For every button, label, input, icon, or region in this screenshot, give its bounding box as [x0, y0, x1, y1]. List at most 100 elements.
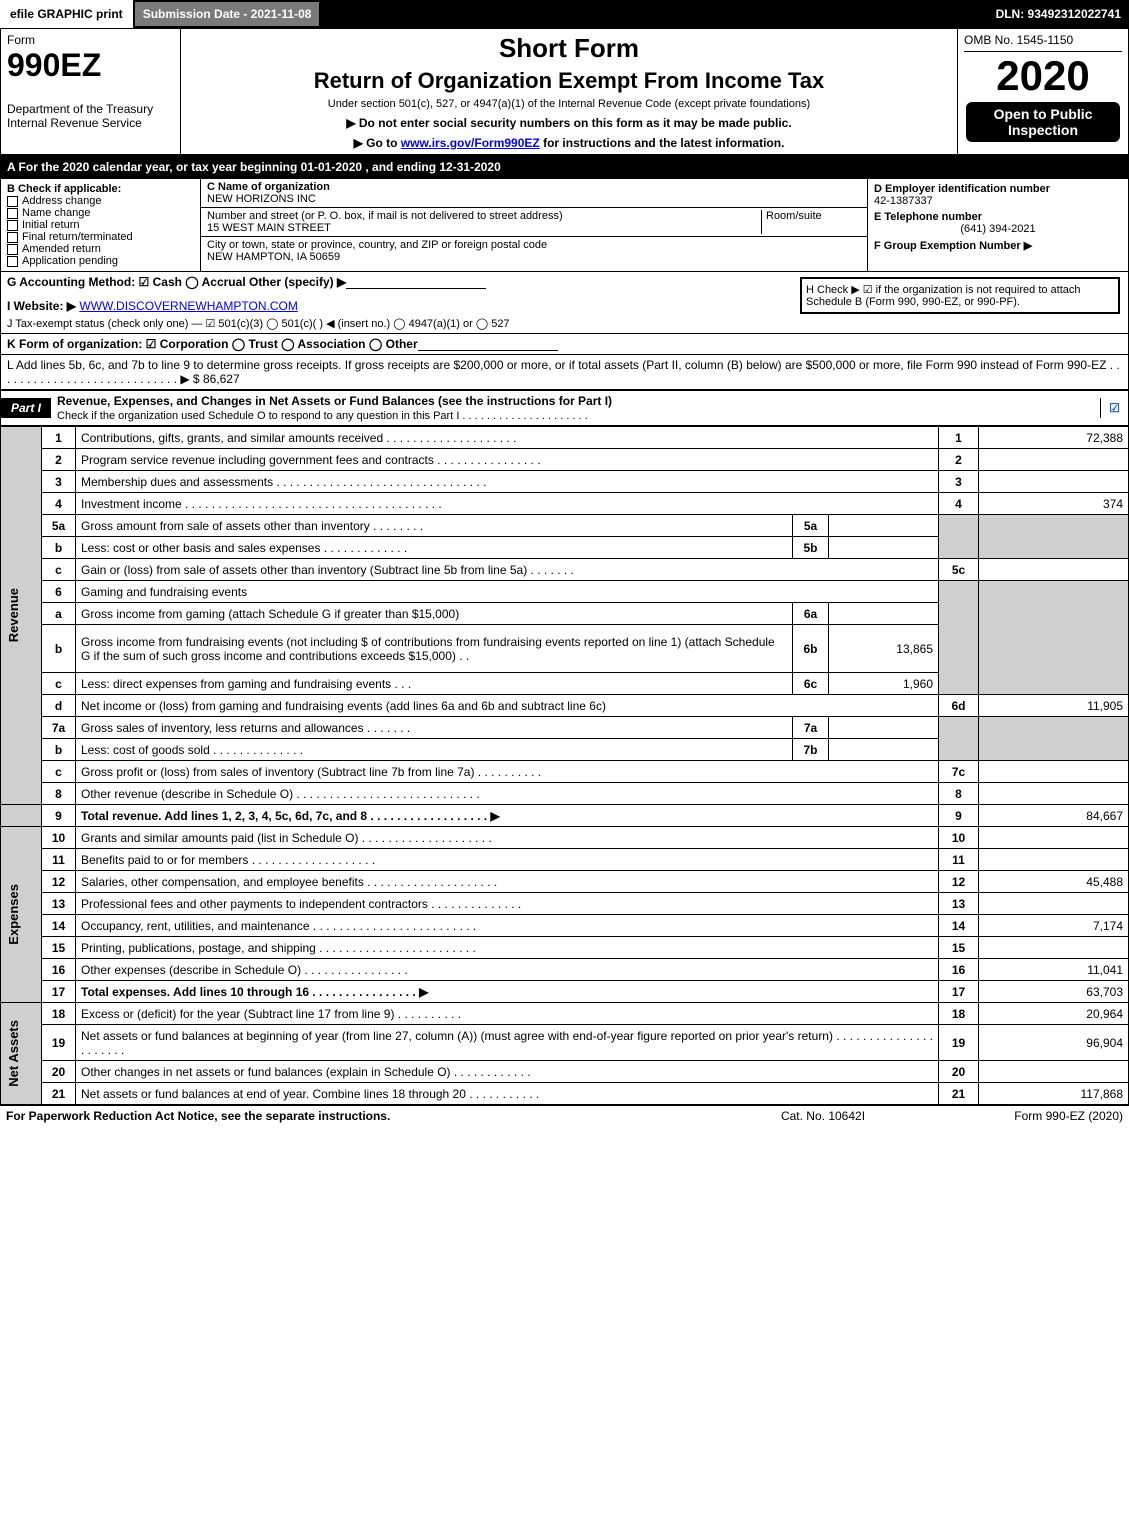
ln12-val: 45,488 [979, 871, 1129, 893]
ln7a-desc: Gross sales of inventory, less returns a… [76, 717, 793, 739]
ln11-lineno: 11 [939, 849, 979, 871]
ln5a-desc: Gross amount from sale of assets other t… [76, 515, 793, 537]
street-label: Number and street (or P. O. box, if mail… [207, 210, 761, 222]
ln6c-sub: 6c [793, 673, 829, 695]
ln7a-num: 7a [42, 717, 76, 739]
ln2-lineno: 2 [939, 449, 979, 471]
ln4-lineno: 4 [939, 493, 979, 515]
ln18-val: 20,964 [979, 1003, 1129, 1025]
ln6-desc: Gaming and fundraising events [76, 581, 939, 603]
ln1-desc: Contributions, gifts, grants, and simila… [76, 427, 939, 449]
ln17-val: 63,703 [979, 981, 1129, 1003]
ln6b-desc: Gross income from fundraising events (no… [76, 625, 793, 673]
ln9-num: 9 [42, 805, 76, 827]
chk-final-return[interactable] [7, 232, 18, 243]
lines-table: Revenue 1 Contributions, gifts, grants, … [0, 426, 1129, 1105]
city-value: NEW HAMPTON, IA 50659 [207, 251, 861, 263]
ln6c-desc: Less: direct expenses from gaming and fu… [76, 673, 793, 695]
ln6d-num: d [42, 695, 76, 717]
ln7b-num: b [42, 739, 76, 761]
footer-cat: Cat. No. 10642I [723, 1109, 923, 1123]
ln12-num: 12 [42, 871, 76, 893]
ln10-desc: Grants and similar amounts paid (list in… [76, 827, 939, 849]
lbl-name-change: Name change [22, 207, 91, 219]
ln8-desc: Other revenue (describe in Schedule O) .… [76, 783, 939, 805]
part-i-header: Part I Revenue, Expenses, and Changes in… [0, 390, 1129, 426]
org-name: NEW HORIZONS INC [207, 193, 861, 205]
ln17-lineno: 17 [939, 981, 979, 1003]
ein-value: 42-1387337 [874, 195, 1122, 207]
efile-print-button[interactable]: efile GRAPHIC print [0, 0, 133, 28]
lbl-address-change: Address change [22, 195, 102, 207]
ln6d-desc: Net income or (loss) from gaming and fun… [76, 695, 939, 717]
open-to-public: Open to Public Inspection [966, 102, 1120, 142]
ln10-val [979, 827, 1129, 849]
goto-pre: ▶ Go to [354, 136, 401, 150]
ln13-desc: Professional fees and other payments to … [76, 893, 939, 915]
ln19-desc: Net assets or fund balances at beginning… [76, 1025, 939, 1061]
lbl-amended-return: Amended return [22, 243, 101, 255]
ln21-val: 117,868 [979, 1083, 1129, 1105]
ln5b-desc: Less: cost or other basis and sales expe… [76, 537, 793, 559]
ln7b-subval [829, 739, 939, 761]
ln1-val: 72,388 [979, 427, 1129, 449]
line-l: L Add lines 5b, 6c, and 7b to line 9 to … [0, 355, 1129, 390]
ln5a-sub: 5a [793, 515, 829, 537]
short-form-title: Short Form [187, 33, 951, 64]
lbl-final-return: Final return/terminated [22, 231, 133, 243]
ln5c-val [979, 559, 1129, 581]
lbl-initial-return: Initial return [22, 219, 79, 231]
ln1-num: 1 [42, 427, 76, 449]
part-i-tab: Part I [1, 398, 51, 418]
tax-year: 2020 [964, 52, 1122, 100]
ln18-num: 18 [42, 1003, 76, 1025]
street-value: 15 WEST MAIN STREET [207, 222, 761, 234]
ln2-val [979, 449, 1129, 471]
ln10-num: 10 [42, 827, 76, 849]
ln13-val [979, 893, 1129, 915]
ln19-val: 96,904 [979, 1025, 1129, 1061]
part-i-subtitle: Check if the organization used Schedule … [57, 410, 588, 422]
chk-application-pending[interactable] [7, 256, 18, 267]
ln11-num: 11 [42, 849, 76, 871]
lbl-application-pending: Application pending [22, 255, 118, 267]
line-a: A For the 2020 calendar year, or tax yea… [0, 156, 1129, 178]
ln4-desc: Investment income . . . . . . . . . . . … [76, 493, 939, 515]
ln18-lineno: 18 [939, 1003, 979, 1025]
chk-address-change[interactable] [7, 196, 18, 207]
goto-line: ▶ Go to www.irs.gov/Form990EZ for instru… [187, 136, 951, 150]
ln5c-lineno: 5c [939, 559, 979, 581]
chk-initial-return[interactable] [7, 220, 18, 231]
chk-name-change[interactable] [7, 208, 18, 219]
return-title: Return of Organization Exempt From Incom… [187, 68, 951, 94]
goto-link[interactable]: www.irs.gov/Form990EZ [401, 136, 540, 150]
dept-treasury: Department of the Treasury [7, 102, 174, 116]
part-i-title: Revenue, Expenses, and Changes in Net As… [57, 394, 612, 408]
ln20-desc: Other changes in net assets or fund bala… [76, 1061, 939, 1083]
info-grid: B Check if applicable: Address change Na… [0, 178, 1129, 272]
ln15-desc: Printing, publications, postage, and shi… [76, 937, 939, 959]
ln6b-sub: 6b [793, 625, 829, 673]
ln6-num: 6 [42, 581, 76, 603]
ln6b-num: b [42, 625, 76, 673]
revenue-side-label: Revenue [6, 588, 21, 642]
ln9-val: 84,667 [979, 805, 1129, 827]
ln4-val: 374 [979, 493, 1129, 515]
dept-irs: Internal Revenue Service [7, 116, 174, 130]
ln20-lineno: 20 [939, 1061, 979, 1083]
ln1-lineno: 1 [939, 427, 979, 449]
chk-amended-return[interactable] [7, 244, 18, 255]
website-link[interactable]: WWW.DISCOVERNEWHAMPTON.COM [79, 299, 297, 313]
box-def: D Employer identification number 42-1387… [868, 179, 1128, 271]
form-header: Form 990EZ Department of the Treasury In… [0, 28, 1129, 156]
tel-value: (641) 394-2021 [874, 223, 1122, 235]
ln7c-val [979, 761, 1129, 783]
ln14-lineno: 14 [939, 915, 979, 937]
ln5c-num: c [42, 559, 76, 581]
box-b-title: B Check if applicable: [7, 183, 194, 195]
ln8-lineno: 8 [939, 783, 979, 805]
ln3-desc: Membership dues and assessments . . . . … [76, 471, 939, 493]
line-g-block: H Check ▶ ☑ if the organization is not r… [0, 272, 1129, 334]
do-not-enter: ▶ Do not enter social security numbers o… [187, 116, 951, 130]
under-section: Under section 501(c), 527, or 4947(a)(1)… [187, 98, 951, 110]
